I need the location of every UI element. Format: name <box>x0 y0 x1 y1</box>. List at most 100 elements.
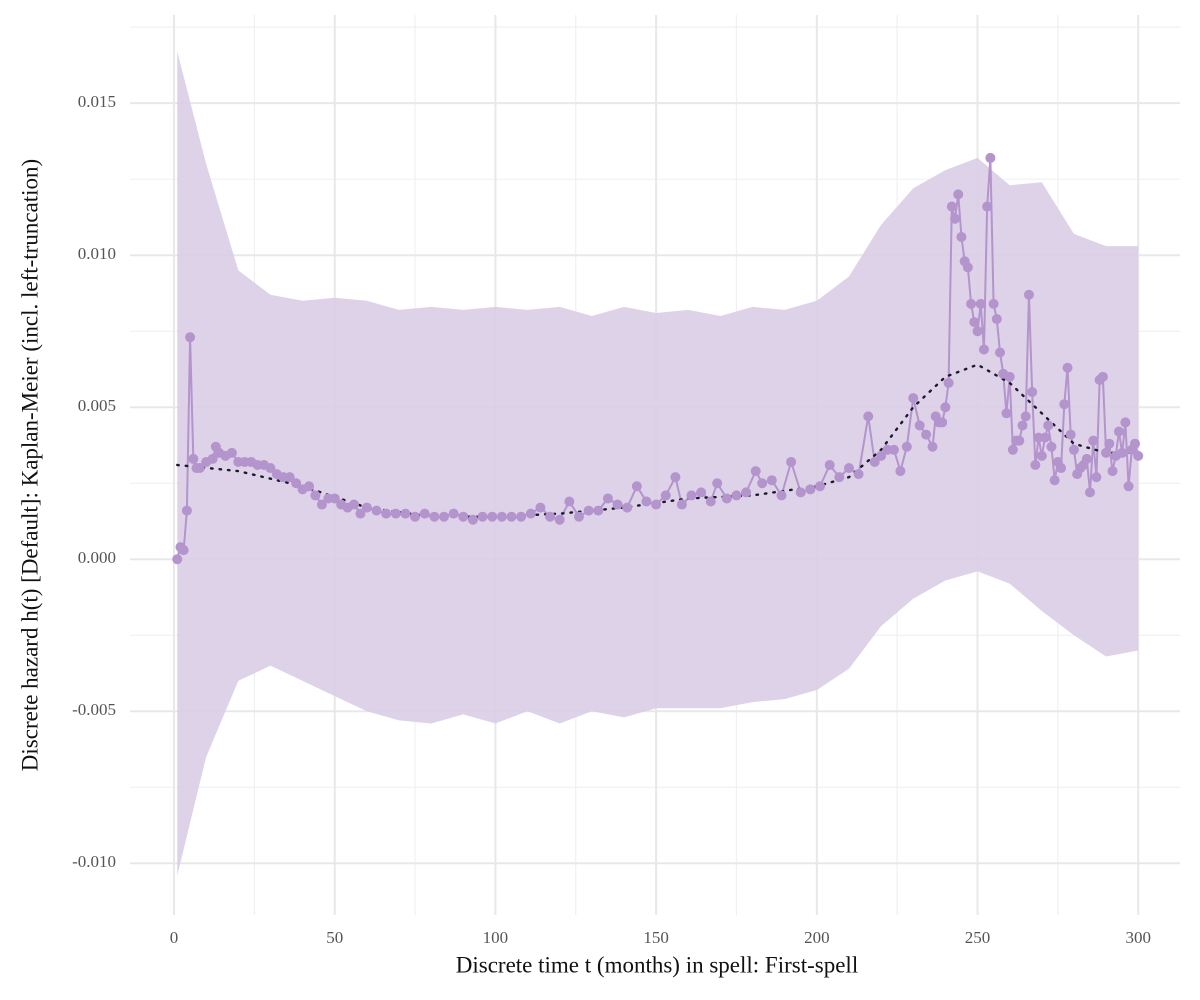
data-point <box>757 478 768 489</box>
data-point <box>310 490 321 501</box>
data-point <box>940 402 951 413</box>
data-point <box>1107 466 1118 477</box>
data-point <box>1014 435 1025 446</box>
data-point <box>429 511 440 522</box>
data-point <box>966 298 977 309</box>
data-point <box>1023 289 1034 300</box>
data-point <box>1059 399 1070 410</box>
data-point <box>943 377 954 388</box>
data-point <box>622 502 633 513</box>
data-point <box>853 469 864 480</box>
data-point <box>390 508 401 519</box>
data-point <box>843 463 854 474</box>
y-tick-label: 0.000 <box>78 548 116 567</box>
data-point <box>1043 420 1054 431</box>
data-point <box>284 472 295 483</box>
data-point <box>1020 411 1031 422</box>
y-tick-label: -0.010 <box>72 852 116 871</box>
data-point <box>525 508 536 519</box>
data-point <box>329 493 340 504</box>
data-point <box>400 508 411 519</box>
data-point <box>766 475 777 486</box>
data-point <box>786 456 797 467</box>
data-point <box>985 152 996 163</box>
data-point <box>1001 408 1012 419</box>
data-point <box>304 481 315 492</box>
data-point <box>1133 450 1144 461</box>
data-point <box>686 490 697 501</box>
data-point <box>439 511 450 522</box>
data-point <box>291 478 302 489</box>
y-tick-label: 0.015 <box>78 92 116 111</box>
confidence-band <box>177 51 1139 876</box>
data-point <box>982 201 993 212</box>
data-point <box>1046 441 1057 452</box>
data-point <box>1117 447 1128 458</box>
x-tick-label: 150 <box>643 928 669 947</box>
data-point <box>1085 487 1096 498</box>
data-point <box>988 298 999 309</box>
data-point <box>888 444 899 455</box>
data-point <box>188 453 199 464</box>
data-point <box>962 262 973 273</box>
data-point <box>583 505 594 516</box>
data-point <box>381 508 392 519</box>
data-point <box>593 505 604 516</box>
data-point <box>1081 453 1092 464</box>
data-point <box>969 317 980 328</box>
data-point <box>696 487 707 498</box>
data-point <box>1065 429 1076 440</box>
data-point <box>410 511 421 522</box>
data-point <box>419 508 430 519</box>
data-point <box>226 447 237 458</box>
data-point <box>1049 475 1060 486</box>
data-point <box>265 463 276 474</box>
data-point <box>1120 417 1131 428</box>
y-tick-label: -0.005 <box>72 700 116 719</box>
data-point <box>361 502 372 513</box>
data-point <box>863 411 874 422</box>
x-tick-label: 250 <box>965 928 991 947</box>
data-point <box>876 450 887 461</box>
data-point <box>631 481 642 492</box>
data-point <box>467 514 478 525</box>
data-point <box>349 499 360 510</box>
data-point <box>316 499 327 510</box>
data-point <box>946 201 957 212</box>
data-point <box>651 499 662 510</box>
data-point <box>1104 438 1115 449</box>
data-point <box>573 511 584 522</box>
data-point <box>670 472 681 483</box>
data-point <box>676 499 687 510</box>
data-point <box>1040 432 1051 443</box>
data-point <box>705 496 716 507</box>
data-point <box>1091 472 1102 483</box>
data-point <box>477 511 488 522</box>
x-tick-label: 200 <box>804 928 830 947</box>
data-point <box>914 420 925 431</box>
data-point <box>1101 447 1112 458</box>
data-point <box>181 505 192 516</box>
data-point <box>1004 371 1015 382</box>
data-point <box>1123 481 1134 492</box>
data-point <box>506 511 517 522</box>
data-point <box>458 511 469 522</box>
data-point <box>1130 438 1141 449</box>
data-point <box>1017 420 1028 431</box>
data-point <box>487 511 498 522</box>
data-point <box>1097 371 1108 382</box>
data-point <box>1062 362 1073 373</box>
data-point <box>750 466 761 477</box>
data-point <box>795 487 806 498</box>
x-tick-label: 50 <box>326 928 343 947</box>
data-point <box>660 490 671 501</box>
data-point <box>355 508 366 519</box>
data-point <box>545 511 556 522</box>
data-point <box>908 393 919 404</box>
data-point <box>1113 426 1124 437</box>
y-tick-label: 0.005 <box>78 396 116 415</box>
x-tick-label: 300 <box>1125 928 1151 947</box>
data-point <box>1088 435 1099 446</box>
data-point <box>937 417 948 428</box>
